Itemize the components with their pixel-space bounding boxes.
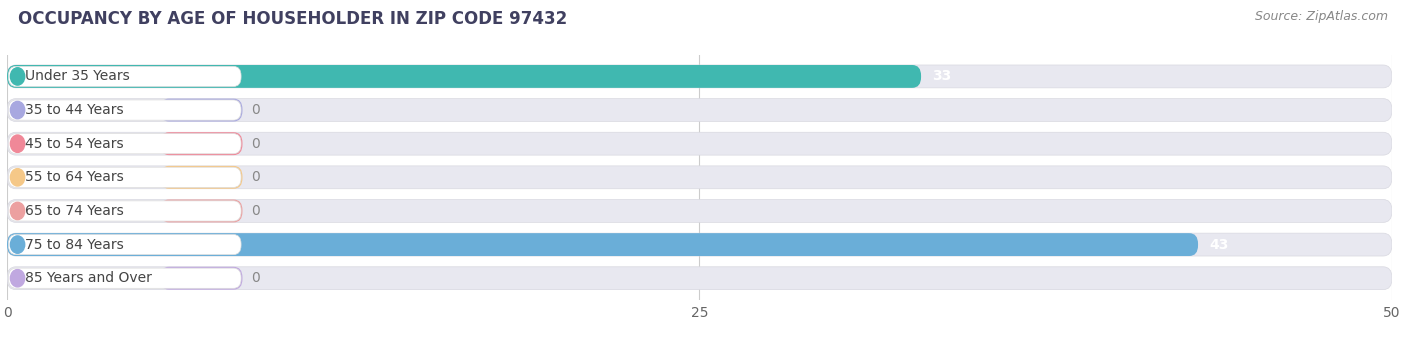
FancyBboxPatch shape xyxy=(7,166,1392,189)
Circle shape xyxy=(10,101,25,119)
Text: 45 to 54 Years: 45 to 54 Years xyxy=(25,137,124,151)
FancyBboxPatch shape xyxy=(7,99,1392,121)
FancyBboxPatch shape xyxy=(160,99,242,121)
FancyBboxPatch shape xyxy=(7,199,1392,222)
FancyBboxPatch shape xyxy=(7,65,921,88)
FancyBboxPatch shape xyxy=(8,167,240,188)
Circle shape xyxy=(10,269,25,287)
FancyBboxPatch shape xyxy=(7,132,1392,155)
FancyBboxPatch shape xyxy=(8,134,240,154)
Text: 35 to 44 Years: 35 to 44 Years xyxy=(25,103,124,117)
FancyBboxPatch shape xyxy=(160,267,242,290)
Text: 43: 43 xyxy=(1209,238,1229,252)
Circle shape xyxy=(10,68,25,85)
Circle shape xyxy=(10,236,25,253)
FancyBboxPatch shape xyxy=(160,166,242,189)
FancyBboxPatch shape xyxy=(7,233,1392,256)
FancyBboxPatch shape xyxy=(160,199,242,222)
FancyBboxPatch shape xyxy=(8,268,240,288)
Text: OCCUPANCY BY AGE OF HOUSEHOLDER IN ZIP CODE 97432: OCCUPANCY BY AGE OF HOUSEHOLDER IN ZIP C… xyxy=(18,10,568,28)
Text: 0: 0 xyxy=(250,271,260,285)
Text: 33: 33 xyxy=(932,70,952,84)
Text: 0: 0 xyxy=(250,103,260,117)
Text: 55 to 64 Years: 55 to 64 Years xyxy=(25,170,124,184)
Text: 0: 0 xyxy=(250,204,260,218)
FancyBboxPatch shape xyxy=(8,235,240,255)
FancyBboxPatch shape xyxy=(7,233,1198,256)
FancyBboxPatch shape xyxy=(8,201,240,221)
Text: Source: ZipAtlas.com: Source: ZipAtlas.com xyxy=(1254,10,1388,23)
Text: 0: 0 xyxy=(250,137,260,151)
FancyBboxPatch shape xyxy=(8,66,240,87)
Circle shape xyxy=(10,202,25,220)
Circle shape xyxy=(10,169,25,186)
Text: 65 to 74 Years: 65 to 74 Years xyxy=(25,204,124,218)
Circle shape xyxy=(10,135,25,152)
Text: 75 to 84 Years: 75 to 84 Years xyxy=(25,238,124,252)
FancyBboxPatch shape xyxy=(160,132,242,155)
FancyBboxPatch shape xyxy=(8,100,240,120)
Text: Under 35 Years: Under 35 Years xyxy=(25,70,129,84)
Text: 85 Years and Over: 85 Years and Over xyxy=(25,271,152,285)
FancyBboxPatch shape xyxy=(7,65,1392,88)
Text: 0: 0 xyxy=(250,170,260,184)
FancyBboxPatch shape xyxy=(7,267,1392,290)
